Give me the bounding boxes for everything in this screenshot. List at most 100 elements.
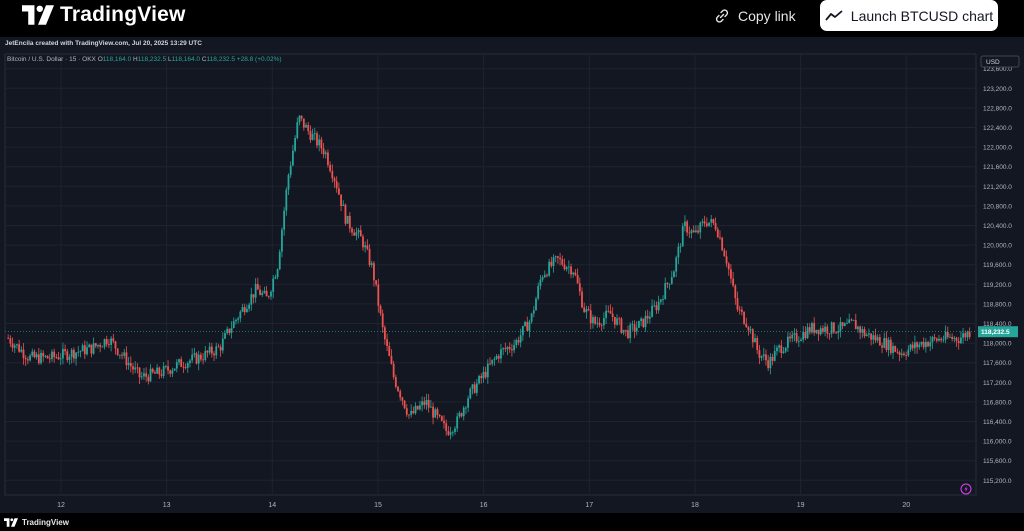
candle-body bbox=[344, 204, 347, 224]
candle-body bbox=[265, 290, 268, 297]
candle-body bbox=[254, 284, 257, 298]
candle-body bbox=[180, 359, 183, 367]
x-tick-label: 18 bbox=[691, 502, 699, 509]
candle-body bbox=[756, 338, 759, 351]
chart-area[interactable]: 115,200.0 115,600.0 116,000.0 116,400.0 116,… bbox=[0, 37, 1024, 513]
candle-body bbox=[517, 340, 520, 343]
x-tick-label: 15 bbox=[374, 502, 382, 509]
candle-body bbox=[878, 337, 881, 346]
candle-body bbox=[219, 347, 222, 351]
candle-body bbox=[966, 331, 969, 338]
candle-body bbox=[592, 317, 594, 324]
tradingview-logo[interactable]: TradingView bbox=[22, 3, 186, 27]
candle-body bbox=[278, 251, 281, 270]
candle-body bbox=[596, 322, 599, 324]
candle-body bbox=[791, 334, 794, 339]
candle-body bbox=[16, 344, 18, 346]
candle-body bbox=[953, 337, 956, 339]
candle-body bbox=[263, 290, 266, 293]
legend-close-label: C bbox=[201, 56, 207, 63]
candle-body bbox=[784, 347, 787, 352]
candle-body bbox=[340, 194, 342, 206]
candle-body bbox=[541, 277, 544, 280]
candle-body bbox=[754, 338, 756, 343]
candle-body bbox=[259, 289, 261, 295]
candle-body bbox=[552, 257, 555, 266]
candle-body bbox=[513, 345, 516, 351]
candle-body bbox=[13, 345, 16, 348]
candle-body bbox=[88, 344, 91, 348]
candle-body bbox=[81, 345, 84, 352]
candle-body bbox=[714, 223, 717, 230]
candle-body bbox=[381, 313, 384, 328]
candlestick-chart[interactable]: 115,200.0 115,600.0 116,000.0 116,400.0 116,… bbox=[0, 37, 1024, 513]
candle-body bbox=[924, 341, 927, 348]
candle-body bbox=[289, 165, 292, 176]
candle-body bbox=[118, 354, 121, 356]
candle-body bbox=[944, 331, 947, 340]
candle-body bbox=[44, 355, 47, 357]
candle-body bbox=[760, 356, 763, 358]
candle-body bbox=[835, 332, 837, 334]
candle-body bbox=[673, 271, 675, 278]
candle-body bbox=[274, 277, 277, 279]
candle-body bbox=[346, 215, 349, 224]
candle-body bbox=[613, 316, 616, 325]
candle-body bbox=[221, 338, 224, 351]
candle-body bbox=[66, 351, 69, 360]
candle-body bbox=[642, 318, 645, 328]
candle-body bbox=[557, 256, 559, 258]
candle-body bbox=[657, 301, 660, 311]
candle-body bbox=[776, 347, 778, 352]
candle-body bbox=[57, 357, 60, 360]
candle-body bbox=[241, 307, 244, 312]
candle-body bbox=[252, 294, 255, 298]
candle-body bbox=[622, 329, 625, 333]
candle-body bbox=[359, 230, 362, 237]
candle-body bbox=[648, 316, 651, 319]
candle-body bbox=[296, 122, 299, 139]
candle-body bbox=[830, 322, 833, 334]
candle-body bbox=[228, 328, 231, 333]
candle-body bbox=[208, 346, 211, 353]
candle-body bbox=[489, 363, 491, 365]
candle-body bbox=[881, 345, 883, 348]
candle-body bbox=[883, 338, 886, 348]
candle-body bbox=[333, 178, 336, 182]
launch-chart-label: Launch BTCUSD chart bbox=[850, 7, 994, 24]
launch-chart-button[interactable]: Launch BTCUSD chart bbox=[820, 0, 998, 31]
y-tick-label: 122,400.0 bbox=[983, 125, 1012, 132]
candle-body bbox=[762, 354, 765, 357]
candle-body bbox=[491, 359, 494, 364]
candle-body bbox=[898, 352, 901, 355]
candle-body bbox=[493, 358, 496, 360]
candle-body bbox=[935, 338, 938, 341]
candle-body bbox=[427, 400, 430, 408]
candle-body bbox=[397, 386, 399, 392]
candle-body bbox=[357, 230, 360, 233]
candle-body bbox=[587, 309, 590, 311]
y-tick-label: 120,000.0 bbox=[983, 243, 1012, 250]
candle-body bbox=[662, 299, 664, 300]
candle-body bbox=[940, 338, 943, 341]
candle-body bbox=[946, 331, 949, 338]
candle-body bbox=[962, 333, 964, 338]
candle-body bbox=[64, 348, 67, 352]
candle-body bbox=[213, 353, 215, 356]
candle-body bbox=[734, 285, 737, 299]
candle-body bbox=[193, 353, 196, 355]
currency-label: USD bbox=[986, 59, 1000, 66]
candle-body bbox=[832, 322, 835, 333]
legend-low-label: L bbox=[167, 56, 172, 63]
candle-body bbox=[421, 401, 424, 406]
candle-body bbox=[530, 313, 533, 322]
candle-body bbox=[749, 329, 752, 331]
copy-link-button[interactable]: Copy link bbox=[714, 5, 796, 27]
candle-body bbox=[631, 324, 634, 326]
candle-body bbox=[110, 338, 113, 345]
candle-body bbox=[327, 152, 329, 165]
candle-body bbox=[375, 280, 378, 285]
candle-body bbox=[826, 326, 829, 334]
candle-body bbox=[532, 310, 535, 314]
y-tick-label: 122,000.0 bbox=[983, 145, 1012, 152]
